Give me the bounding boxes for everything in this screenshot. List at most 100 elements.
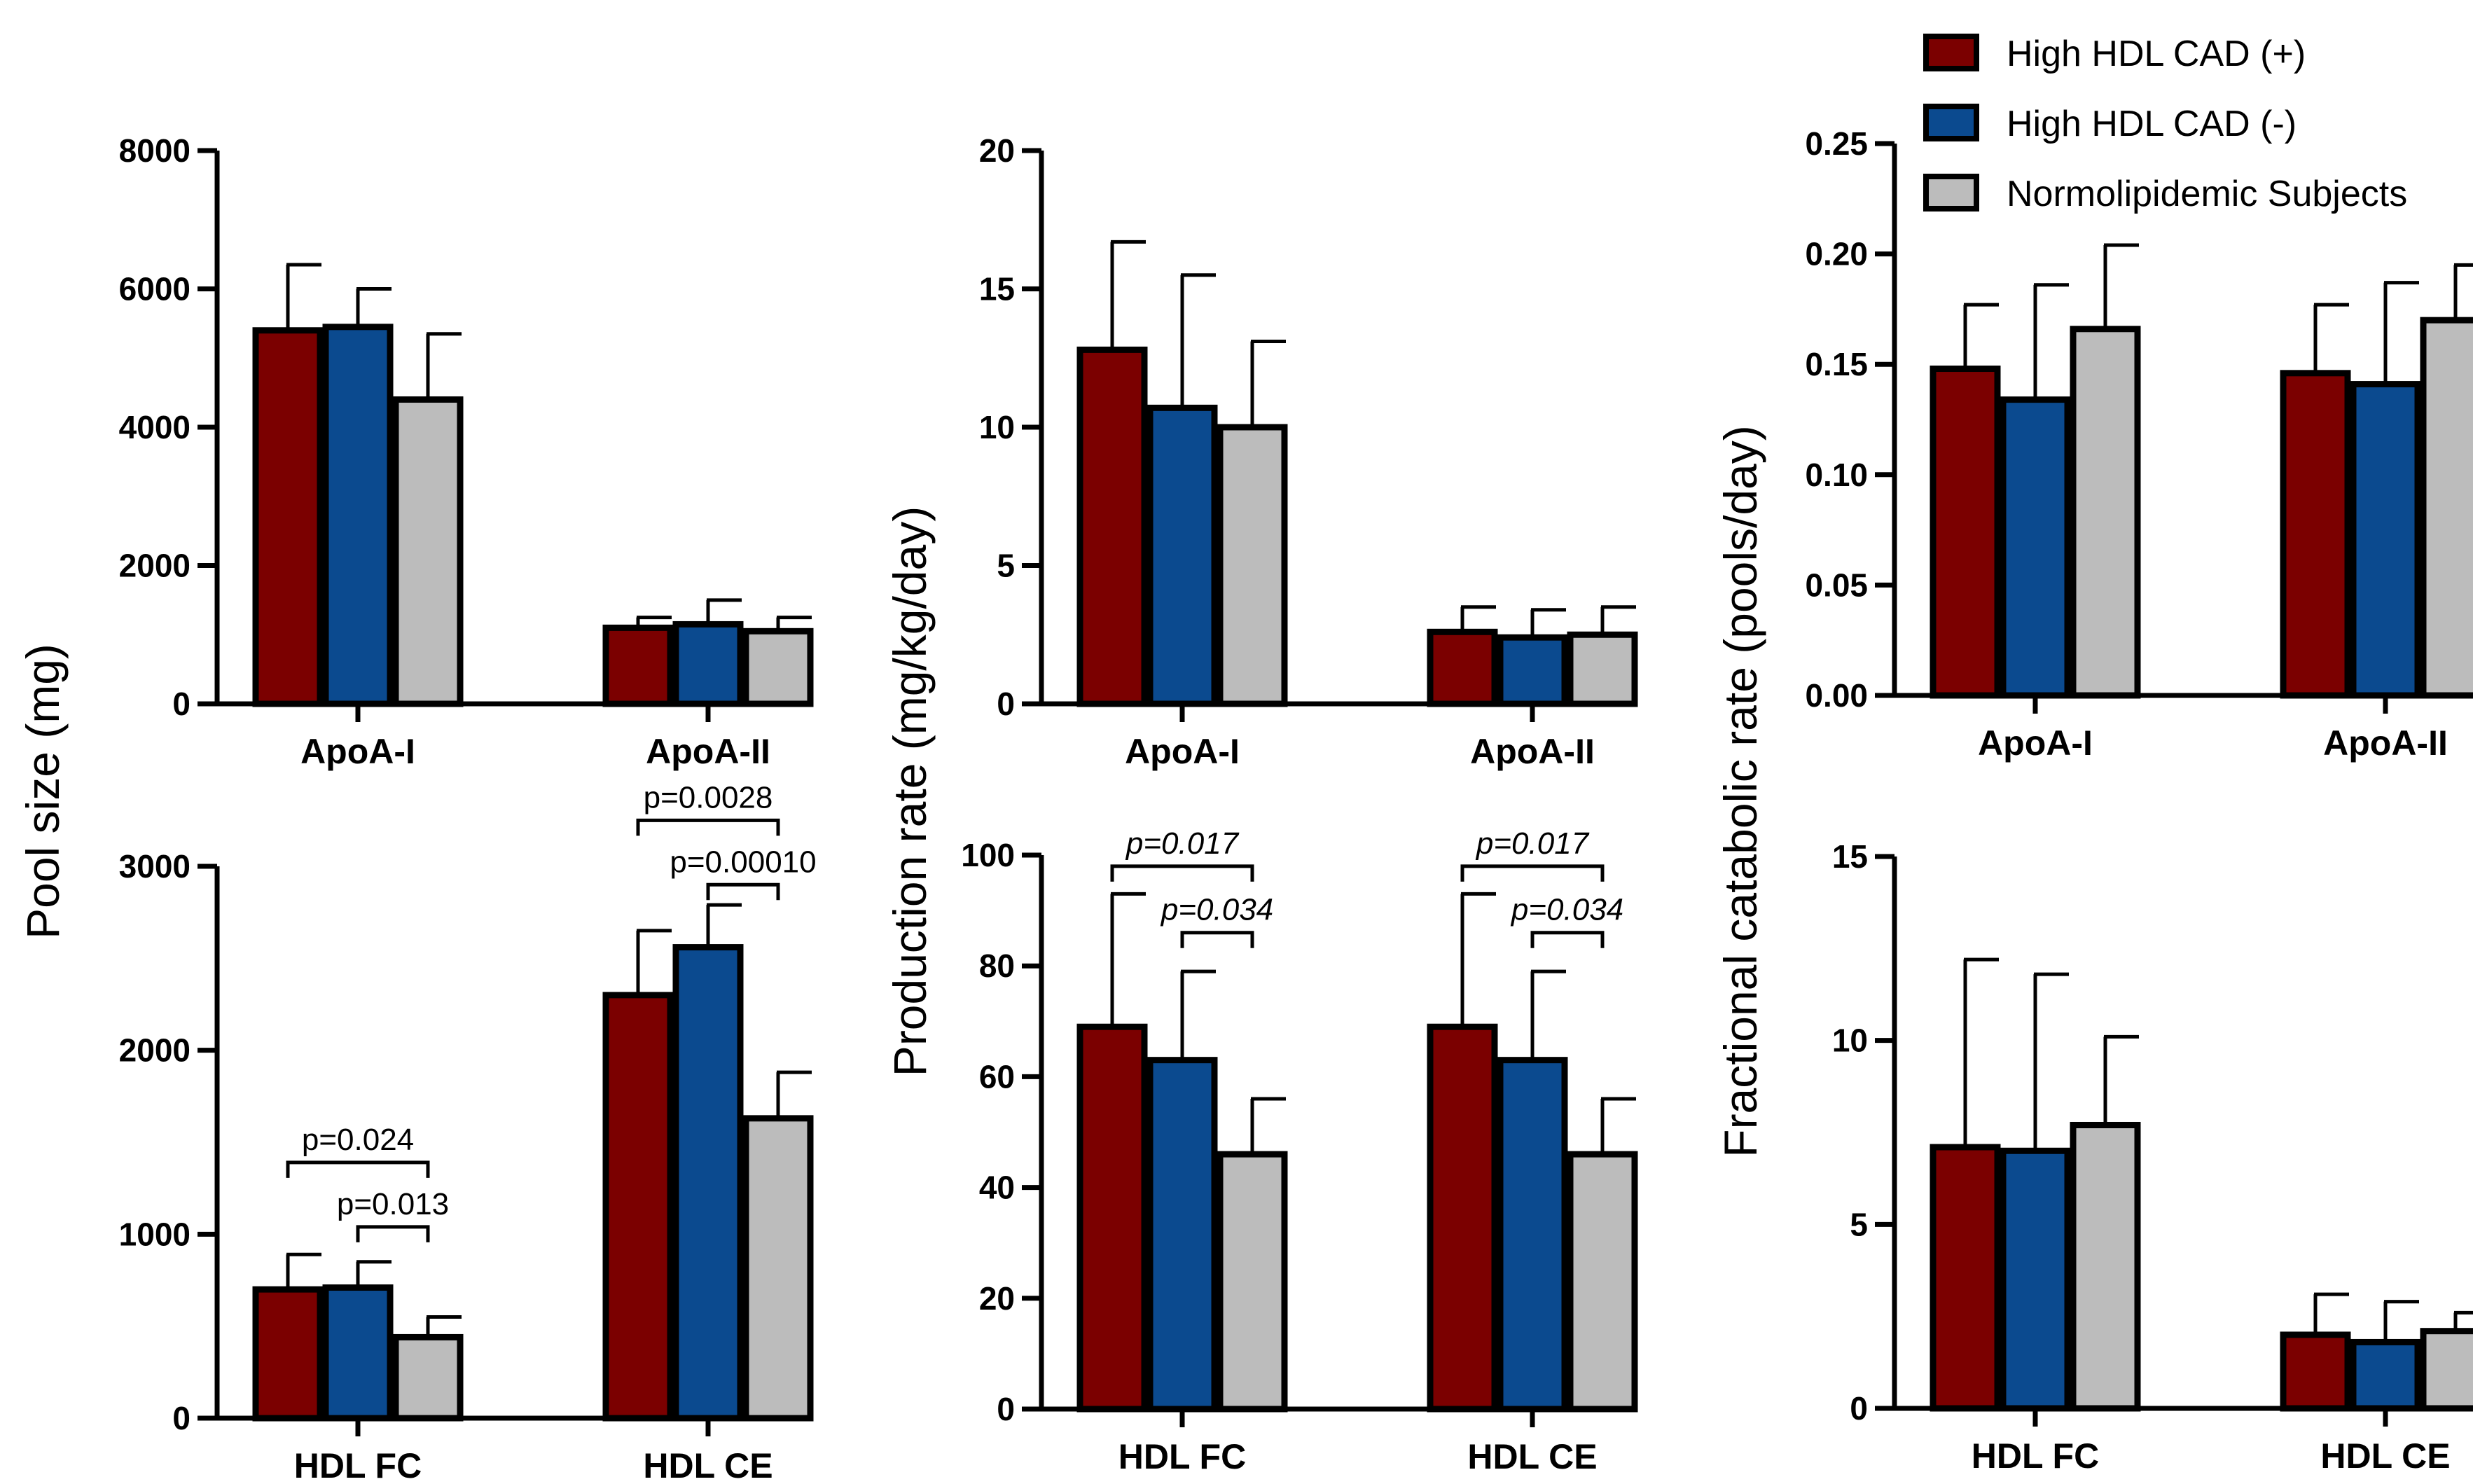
significance-bracket	[1530, 931, 1605, 948]
bar	[322, 324, 394, 707]
y-tick-label: 3000	[119, 848, 191, 885]
y-tick-label: 0	[997, 1391, 1015, 1427]
y-tick-label: 0.00	[1805, 677, 1868, 714]
bar	[1217, 424, 1288, 707]
x-tick-label: ApoA-II	[2323, 723, 2448, 763]
panel-prod-hdl: 0 20 40 60 80 100 HDL FC HDL CE p=0.017 p=0.034 p=…	[961, 826, 1638, 1476]
bar	[1427, 1023, 1498, 1413]
bar	[2000, 1147, 2071, 1412]
bar	[1076, 346, 1148, 707]
bar	[1427, 628, 1498, 707]
bar	[1147, 1057, 1218, 1413]
bar	[2280, 1331, 2351, 1412]
legend-label-normolipidemic: Normolipidemic Subjects	[2007, 174, 2407, 214]
bar	[2420, 1328, 2473, 1412]
bar	[1147, 404, 1218, 707]
bar	[672, 944, 744, 1422]
y-tick-label: 40	[979, 1170, 1015, 1206]
panel-fcr-hdl: 0 5 10 15 HDL FC HDL CE	[1832, 838, 2473, 1476]
y-tick-label: 2000	[119, 548, 191, 584]
bar	[672, 620, 744, 707]
bar	[392, 1333, 464, 1422]
bar	[2420, 317, 2473, 699]
y-tick-label: 5	[1850, 1206, 1868, 1242]
bar	[2000, 396, 2071, 699]
panel-pool-apo: 0 2000 4000 6000 8000 ApoA-I ApoA-II	[119, 132, 814, 771]
legend-swatch-cad-positive	[1923, 34, 1979, 71]
bar	[392, 396, 464, 707]
y-tick-label: 8000	[119, 132, 191, 169]
y-tick-label: 1000	[119, 1216, 191, 1252]
significance-label: p=0.034	[1510, 893, 1623, 927]
y-tick-label: 2000	[119, 1032, 191, 1069]
y-tick-label: 60	[979, 1058, 1015, 1095]
bar	[2350, 381, 2421, 699]
y-tick-label: 0.25	[1805, 125, 1868, 162]
ylabel-pool-size: Pool size (mg)	[17, 644, 69, 939]
bar	[2350, 1338, 2421, 1412]
y-tick-label: 100	[961, 837, 1015, 873]
x-tick-label: HDL FC	[1118, 1437, 1246, 1476]
ylabel-production-rate: Production rate (mg/kg/day)	[884, 506, 936, 1076]
y-tick-label: 5	[997, 548, 1015, 584]
x-tick-label: HDL FC	[1972, 1436, 2099, 1476]
y-tick-label: 0.15	[1805, 346, 1868, 382]
significance-label: p=0.034	[1160, 893, 1273, 927]
ylabel-fractional-catabolic-rate: Fractional catabolic rate (pools/day)	[1715, 425, 1766, 1158]
y-tick-label: 0	[997, 686, 1015, 722]
y-tick-label: 80	[979, 948, 1015, 984]
x-tick-label: HDL FC	[294, 1446, 422, 1484]
legend-swatch-cad-negative	[1923, 104, 1979, 141]
bar	[2070, 1121, 2141, 1412]
bar	[1497, 634, 1568, 707]
y-tick-label: 15	[1832, 838, 1868, 875]
x-tick-label: HDL CE	[1467, 1437, 1597, 1476]
bar	[1497, 1057, 1568, 1413]
significance-bracket	[1460, 864, 1605, 882]
bar	[602, 624, 674, 707]
x-tick-label: HDL CE	[2320, 1436, 2450, 1476]
significance-bracket	[636, 818, 780, 836]
y-tick-label: 0.05	[1805, 567, 1868, 603]
significance-label: p=0.024	[302, 1123, 414, 1157]
x-tick-label: ApoA-I	[1125, 732, 1240, 771]
panel-pool-hdl: 0 1000 2000 3000 HDL FC HDL CE p=0.024 p=0.013 p…	[119, 780, 817, 1484]
y-tick-label: 4000	[119, 409, 191, 445]
y-tick-label: 20	[979, 1280, 1015, 1317]
significance-label: p=0.0028	[644, 780, 773, 814]
bar	[1930, 1144, 2001, 1412]
bar	[1217, 1151, 1288, 1413]
bar	[1567, 631, 1638, 707]
bar	[1930, 366, 2001, 699]
y-tick-label: 6000	[119, 271, 191, 307]
bar	[602, 992, 674, 1422]
significance-bracket	[286, 1160, 430, 1178]
bar	[322, 1284, 394, 1422]
legend-swatch-normolipidemic	[1923, 174, 1979, 211]
bar	[2280, 370, 2351, 699]
bar	[2070, 326, 2141, 699]
y-tick-label: 0	[172, 686, 191, 722]
significance-label: p=0.013	[337, 1187, 449, 1221]
y-tick-label: 15	[979, 271, 1015, 307]
x-tick-label: ApoA-I	[1978, 723, 2093, 763]
y-tick-label: 20	[979, 132, 1015, 169]
bar	[1076, 1023, 1148, 1413]
bar	[252, 327, 324, 707]
significance-label: p=0.017	[1475, 826, 1590, 861]
legend-label-cad-positive: High HDL CAD (+)	[2007, 34, 2306, 74]
significance-label: p=0.017	[1125, 826, 1240, 861]
y-tick-label: 0	[172, 1400, 191, 1436]
significance-bracket	[356, 1225, 430, 1242]
bar	[742, 1115, 814, 1422]
significance-bracket	[1180, 931, 1254, 948]
y-tick-label: 0.20	[1805, 236, 1868, 272]
panel-fcr-apo: 0.00 0.05 0.10 0.15 0.20 0.25 ApoA-I ApoA-II	[1805, 125, 2473, 763]
legend-label-cad-negative: High HDL CAD (-)	[2007, 104, 2297, 144]
bar	[252, 1286, 324, 1422]
bar	[1567, 1151, 1638, 1413]
x-tick-label: ApoA-II	[1470, 732, 1595, 771]
x-tick-label: HDL CE	[643, 1446, 773, 1484]
y-tick-label: 10	[979, 409, 1015, 445]
